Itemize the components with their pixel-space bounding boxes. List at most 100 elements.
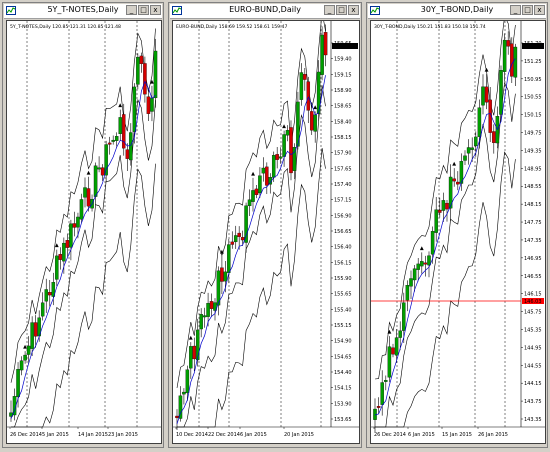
candle-body [420, 261, 424, 267]
window-titlebar[interactable]: 5Y_T-NOTES,Daily _ □ x [4, 4, 162, 19]
minimize-button[interactable]: _ [324, 5, 335, 15]
candle-body [244, 205, 248, 243]
candle-body [33, 322, 38, 337]
candlestick-chart[interactable]: ▲ ▲ ▲ ▲ 30Y_T-BOND,Daily 150.21 151.83 150.1… [371, 21, 545, 444]
price-chart[interactable]: ▲ ▲ ▲ ▲ ▲ EURO-BUND,Daily 158.69 159.52 158.6… [172, 20, 360, 444]
candle-body [459, 161, 464, 184]
price-chart[interactable]: ▲ ▲ ▲ ▲ 30Y_T-BOND,Daily 150.21 151.83 150.1… [370, 20, 546, 444]
price-chart[interactable]: ▲ ▲ ▲ ▲ ▲ 5Y_T-NOTES,Daily 120.85 121.31 120.… [6, 20, 162, 444]
candle-body [65, 240, 70, 248]
close-button[interactable]: x [150, 5, 161, 15]
chart-window-euro-bund[interactable]: EURO-BUND,Daily _ □ x ▲ ▲ ▲ ▲ ▲ EURO-BUND,Dai… [168, 2, 362, 448]
price-label: 145.75 [524, 310, 542, 316]
candle-body [251, 190, 255, 202]
price-label: 158.40 [334, 119, 352, 125]
minimize-button[interactable]: _ [126, 5, 137, 15]
candle-body [265, 166, 269, 186]
candle-body [445, 202, 449, 210]
chart-icon [6, 6, 16, 15]
candle-body [452, 178, 456, 182]
candle-body [510, 43, 514, 77]
candle-body [114, 136, 119, 141]
candle-body [477, 107, 482, 137]
candle-body [254, 188, 259, 195]
maximize-button[interactable]: □ [138, 5, 149, 15]
candle-body [513, 46, 518, 78]
candle-body [416, 263, 420, 270]
price-label: 144.95 [524, 345, 542, 351]
fractal-up-icon: ▲ [220, 249, 224, 255]
candle-body [412, 268, 417, 281]
close-button[interactable]: x [534, 5, 545, 15]
candle-body [427, 255, 431, 266]
candle-body [216, 270, 221, 306]
price-label: 151.25 [524, 59, 542, 65]
candle-body [278, 156, 283, 159]
current-price-marker [332, 43, 358, 49]
candle-body [409, 278, 413, 287]
price-label: 150.95 [524, 77, 542, 83]
candle-body [69, 223, 73, 248]
candle-body [502, 39, 507, 72]
candle-body [209, 301, 214, 309]
candle-body [48, 292, 52, 296]
candle-body [320, 34, 324, 75]
minimize-button[interactable]: _ [510, 5, 521, 15]
candle-body [185, 369, 190, 394]
candle-body [384, 380, 388, 382]
price-label: 148.95 [524, 166, 542, 172]
chart-window-30y-t-bond[interactable]: 30Y_T-BOND,Daily _ □ x ▲ ▲ ▲ ▲ 30Y_T-BOND,Da… [366, 2, 548, 448]
date-label: 26 Jan 2015 [478, 432, 508, 438]
date-label: 10 Dec 2014 [176, 432, 208, 438]
moving-average-line [176, 75, 326, 425]
window-title: 30Y_T-BOND,Daily [420, 5, 494, 14]
outer-band-line [11, 163, 156, 428]
candle-body [72, 223, 77, 228]
price-label: 154.90 [334, 339, 352, 345]
upper-band-line [10, 28, 156, 383]
price-label: 149.35 [524, 148, 542, 154]
candle-body [58, 254, 63, 260]
price-label: 157.65 [334, 166, 352, 172]
maximize-button[interactable]: □ [522, 5, 533, 15]
chart-info-label: 5Y_T-NOTES,Daily 120.85 121.31 120.85 12… [10, 24, 121, 30]
price-label: 155.65 [334, 292, 352, 298]
fractal-up-icon: ▲ [118, 103, 122, 109]
price-label: 156.40 [334, 245, 352, 251]
candle-body [23, 354, 27, 361]
fractal-up-icon: ▲ [313, 104, 317, 110]
candlestick-chart[interactable]: ▲ ▲ ▲ ▲ ▲ EURO-BUND,Daily 158.69 159.52 158.6… [173, 21, 359, 444]
price-label: 153.90 [334, 401, 352, 407]
price-label: 146.15 [524, 292, 542, 298]
candle-body [122, 114, 126, 149]
candle-body [79, 199, 84, 220]
fractal-up-icon: ▲ [23, 344, 27, 350]
lower-band-line [177, 85, 326, 428]
date-label: 20 Jan 2015 [284, 432, 314, 438]
close-button[interactable]: x [348, 5, 359, 15]
price-label: 148.15 [524, 202, 542, 208]
price-label: 157.40 [334, 182, 352, 188]
window-titlebar[interactable]: EURO-BUND,Daily _ □ x [170, 4, 360, 19]
price-label: 156.15 [334, 260, 352, 266]
candle-body [93, 165, 98, 197]
candle-body [97, 167, 101, 170]
maximize-button[interactable]: □ [336, 5, 347, 15]
candlestick-chart[interactable]: ▲ ▲ ▲ ▲ ▲ 5Y_T-NOTES,Daily 120.85 121.31 120.… [7, 21, 161, 444]
price-label: 149.75 [524, 131, 542, 137]
candle-body [316, 71, 321, 114]
candle-body [233, 235, 238, 243]
candle-body [394, 337, 399, 356]
candle-body [402, 302, 406, 331]
chart-window-5y-t-notes[interactable]: 5Y_T-NOTES,Daily _ □ x ▲ ▲ ▲ ▲ ▲ 5Y_T-NOTES,D… [2, 2, 164, 448]
date-label: 26 Dec 2014 [10, 432, 42, 438]
candle-body [441, 200, 446, 211]
upper-band-line [176, 21, 326, 388]
candle-body [303, 74, 307, 80]
date-label: 23 Jan 2015 [108, 432, 138, 438]
price-label: 159.40 [334, 57, 352, 63]
candle-body [240, 237, 245, 241]
candle-body [492, 131, 496, 143]
candle-body [153, 50, 158, 99]
window-titlebar[interactable]: 30Y_T-BOND,Daily _ □ x [368, 4, 546, 19]
